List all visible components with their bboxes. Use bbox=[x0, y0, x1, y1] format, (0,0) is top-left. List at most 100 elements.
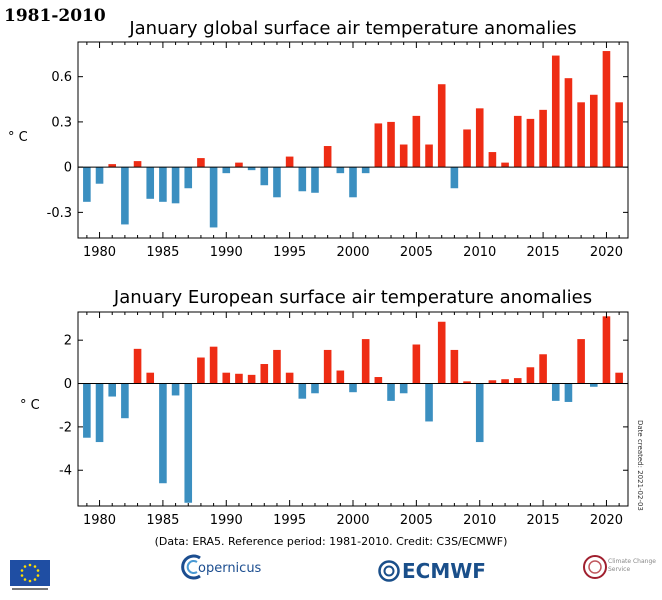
global-bar-1991 bbox=[235, 162, 243, 168]
climate-change-icon bbox=[583, 555, 607, 579]
global-bar-2000 bbox=[349, 167, 357, 198]
europe-xtick-label: 2020 bbox=[590, 513, 623, 528]
reference-period-label: 1981-2010 bbox=[4, 6, 106, 26]
europe-bar-1989 bbox=[209, 346, 218, 384]
global-bar-2002 bbox=[374, 123, 383, 168]
europe-chart-title: January European surface air temperature… bbox=[113, 287, 593, 308]
europe-xtick-label: 2010 bbox=[463, 513, 496, 528]
global-bar-1990 bbox=[222, 167, 231, 174]
global-bar-1987 bbox=[184, 167, 193, 189]
europe-bar-2002 bbox=[374, 377, 383, 384]
europe-bar-1994 bbox=[273, 349, 281, 384]
global-bar-1981 bbox=[108, 164, 117, 168]
global-bar-2017 bbox=[564, 78, 573, 168]
global-ytick-label: 0.6 bbox=[51, 70, 72, 85]
europe-bar-2014 bbox=[526, 367, 535, 384]
global-y-unit: ° C bbox=[8, 130, 28, 145]
europe-xtick-label: 2015 bbox=[527, 513, 560, 528]
europe-bar-1986 bbox=[171, 383, 180, 396]
europe-bar-2008 bbox=[450, 349, 459, 384]
europe-bar-2003 bbox=[387, 383, 395, 401]
climate-change-wordmark: Climate Change Service bbox=[608, 558, 656, 573]
europe-xtick-label: 1995 bbox=[273, 513, 306, 528]
global-bar-2015 bbox=[539, 109, 547, 168]
date-created-note: Date created: 2021-02-03 bbox=[636, 420, 644, 511]
global-anomaly-chart: -0.3 0 0.3 0.6 1980 1985 1990 1995 2000 2005 2010 2… bbox=[47, 41, 629, 260]
global-bar-1979 bbox=[83, 167, 91, 202]
europe-bar-1995 bbox=[285, 372, 294, 384]
global-xtick-label: 2020 bbox=[590, 245, 623, 260]
europe-bar-2011 bbox=[488, 380, 497, 384]
europe-bar-1996 bbox=[298, 383, 307, 399]
europe-bar-1980 bbox=[95, 383, 104, 443]
europe-bar-2019 bbox=[589, 383, 598, 387]
global-bar-2019 bbox=[589, 94, 598, 168]
global-bar-2012 bbox=[501, 162, 509, 168]
europe-bar-2012 bbox=[501, 379, 509, 384]
europe-bar-2007 bbox=[437, 321, 446, 384]
global-xtick-label: 1990 bbox=[210, 245, 243, 260]
europe-bar-1979 bbox=[83, 383, 91, 438]
global-bar-2013 bbox=[513, 115, 522, 168]
europe-xtick-label: 1985 bbox=[146, 513, 179, 528]
global-ytick-label: 0.3 bbox=[51, 115, 72, 130]
global-xtick-label: 2010 bbox=[463, 245, 496, 260]
european-commission-logo bbox=[10, 560, 50, 590]
global-bar-2005 bbox=[412, 115, 421, 168]
europe-bar-1988 bbox=[197, 357, 205, 384]
ecmwf-wordmark: ECMWF bbox=[402, 559, 486, 583]
global-bar-2009 bbox=[463, 129, 471, 168]
europe-bar-2009 bbox=[463, 381, 471, 384]
global-ytick-label: -0.3 bbox=[47, 206, 72, 221]
global-bar-1986 bbox=[171, 167, 180, 204]
global-bar-2020 bbox=[602, 51, 611, 168]
europe-xtick-label: 2000 bbox=[336, 513, 369, 528]
europe-bar-1992 bbox=[247, 374, 256, 384]
global-bar-1988 bbox=[197, 158, 205, 168]
global-xtick-label: 2000 bbox=[336, 245, 369, 260]
europe-bar-2004 bbox=[399, 383, 408, 394]
europe-bar-1999 bbox=[336, 370, 345, 384]
global-bar-1992 bbox=[247, 167, 256, 171]
global-bar-1997 bbox=[311, 167, 319, 193]
global-bar-1993 bbox=[260, 167, 269, 186]
europe-bar-1997 bbox=[311, 383, 319, 394]
europe-bar-2013 bbox=[513, 378, 522, 384]
ecmwf-logo: ECMWF bbox=[378, 556, 486, 586]
europe-bar-1982 bbox=[121, 383, 129, 419]
europe-xtick-label: 1990 bbox=[210, 513, 243, 528]
europe-bar-2018 bbox=[577, 339, 585, 384]
global-bar-2006 bbox=[425, 144, 433, 168]
europe-ytick-label: -2 bbox=[59, 420, 72, 435]
europe-y-unit: ° C bbox=[20, 398, 40, 413]
global-bar-1995 bbox=[285, 156, 294, 168]
europe-bar-2016 bbox=[551, 383, 560, 401]
global-bar-1980 bbox=[95, 167, 104, 184]
europe-bar-2021 bbox=[615, 372, 623, 384]
global-bar-1983 bbox=[133, 161, 142, 168]
global-bar-2010 bbox=[475, 108, 484, 168]
copernicus-wordmark: opernicus bbox=[198, 561, 262, 576]
europe-bar-2010 bbox=[475, 383, 484, 443]
europe-bar-1984 bbox=[146, 372, 155, 384]
europe-bar-2005 bbox=[412, 344, 421, 384]
data-credit: (Data: ERA5. Reference period: 1981-2010… bbox=[154, 535, 508, 548]
global-bar-2007 bbox=[437, 84, 446, 168]
global-chart-title: January global surface air temperature a… bbox=[129, 18, 577, 39]
europe-anomaly-chart: -4 -2 0 2 1980 1985 1990 1995 2000 2005 2010 2015 20… bbox=[59, 311, 629, 528]
global-bar-2004 bbox=[399, 144, 408, 168]
global-xtick-label: 1985 bbox=[146, 245, 179, 260]
global-bar-2021 bbox=[615, 102, 623, 168]
global-bar-1984 bbox=[146, 167, 155, 199]
europe-bar-1998 bbox=[323, 349, 332, 384]
europe-bar-2015 bbox=[539, 354, 547, 384]
europe-ytick-label: 0 bbox=[64, 377, 72, 392]
europe-xtick-label: 1980 bbox=[83, 513, 116, 528]
europe-bar-1993 bbox=[260, 364, 269, 384]
europe-bar-1985 bbox=[159, 383, 167, 484]
europe-bar-1991 bbox=[235, 373, 243, 384]
climate-change-service-logo: Climate Change Service bbox=[582, 552, 662, 586]
global-bar-1994 bbox=[273, 167, 281, 198]
ecmwf-icon bbox=[378, 560, 400, 582]
global-bar-1998 bbox=[323, 146, 332, 168]
